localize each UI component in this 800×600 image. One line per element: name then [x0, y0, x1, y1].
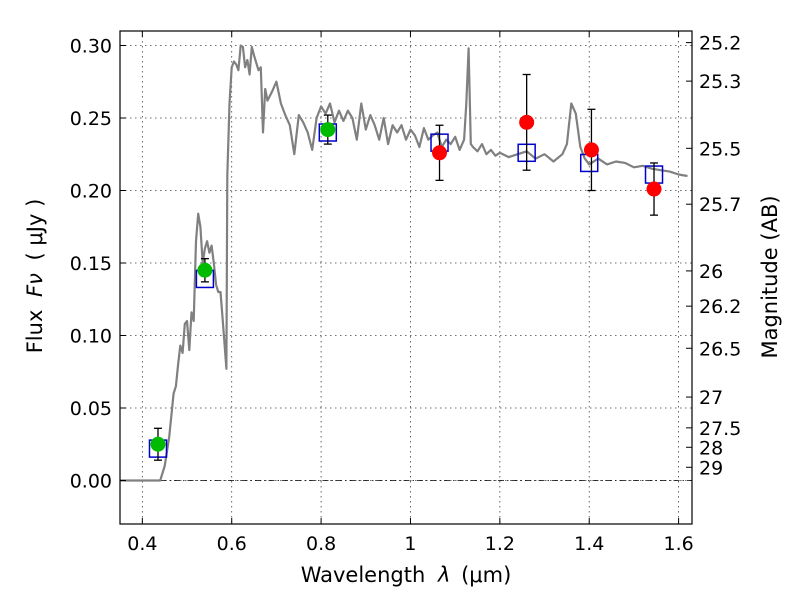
x-tick-label: 0.6: [217, 533, 247, 555]
x-tick-label: 0.4: [127, 533, 157, 555]
grid: [120, 31, 692, 524]
x-axis-label-symbol: λ: [437, 563, 450, 587]
observed-point: [583, 142, 599, 158]
y-axis-label: Flux Fν ( μJy ): [23, 199, 47, 354]
mag-tick-label: 26: [699, 261, 723, 283]
x-tick-label: 1: [404, 533, 416, 555]
x-axis-label-unit: (μm): [461, 563, 511, 587]
x-tick-label: 1.6: [663, 533, 693, 555]
y-axis-label-text: Flux: [23, 310, 47, 354]
mag-tick-label: 25.2: [699, 33, 741, 55]
y-axis-label-unit: ( μJy ): [23, 199, 47, 261]
y-tick-label: 0.30: [70, 36, 112, 58]
mag-tick-label: 25.7: [699, 194, 741, 216]
x-tick-label: 1.2: [485, 533, 515, 555]
y-tick-label: 0.00: [70, 471, 112, 493]
mag-tick-label: 26.5: [699, 338, 741, 360]
y-tick-label: 0.20: [70, 181, 112, 203]
tick-labels: 0.4 0.6 0.8 1 1.2 1.4 1.6 0.00 0.05 0.10 0.15 0.20 0…: [70, 33, 742, 555]
x-tick-label: 1.4: [574, 533, 604, 555]
y-tick-label: 0.05: [70, 398, 112, 420]
right-axis-label: Magnitude (AB): [758, 195, 782, 358]
observed-point: [150, 436, 166, 452]
observed-point: [519, 114, 535, 130]
mag-tick-label: 27.5: [699, 418, 741, 440]
y-tick-label: 0.25: [70, 108, 112, 130]
plot-frame: [119, 30, 693, 525]
observed-point: [320, 122, 336, 138]
x-axis-label-text: Wavelength: [301, 563, 426, 587]
observed-point: [432, 145, 448, 161]
series-layer: [120, 44, 688, 482]
observed-point: [646, 181, 662, 197]
mag-tick-label: 29: [699, 457, 723, 479]
axis-ticks: [120, 31, 692, 524]
mag-tick-label: 25.3: [699, 71, 741, 93]
mag-tick-label: 27: [699, 387, 723, 409]
observed-point: [197, 262, 213, 278]
y-tick-label: 0.10: [70, 326, 112, 348]
x-axis-label: Wavelength λ (μm): [301, 563, 512, 587]
mag-tick-label: 25.5: [699, 138, 741, 160]
x-tick-label: 0.8: [306, 533, 336, 555]
mag-tick-label: 26.2: [699, 296, 741, 318]
mag-tick-label: 28: [699, 437, 723, 459]
y-tick-label: 0.15: [70, 253, 112, 275]
y-axis-label-symbol: Fν: [23, 273, 47, 297]
